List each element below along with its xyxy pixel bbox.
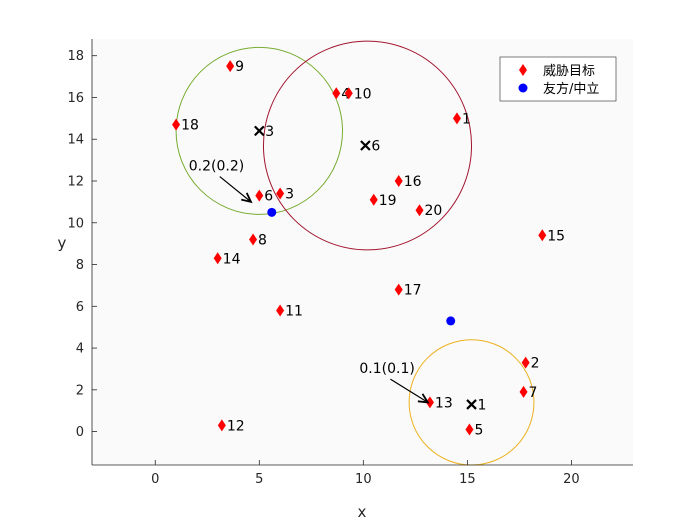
plot-area [92,39,633,465]
threat-target-label-9: 9 [235,59,244,75]
x-tick-label-0: 0 [151,472,159,487]
x-tick-label-15: 15 [459,472,476,487]
x-axis-label: x [358,503,367,521]
x-tick-label-10: 10 [355,472,372,487]
annotation-text-0: 0.2(0.2) [189,159,244,175]
friendly-point-0 [267,207,277,217]
y-tick-label-2: 2 [76,383,84,398]
annotation-arrow-head-0 [241,192,253,204]
threat-target-label-3: 3 [285,187,294,203]
threat-target-label-11: 11 [285,303,303,319]
threat-target-16 [394,175,403,187]
x-tick-label-20: 20 [563,472,580,487]
threat-target-18 [172,118,181,131]
threat-target-5 [465,423,474,436]
threat-target-label-16: 16 [404,174,422,190]
annotation-arrow-head-1 [417,393,430,404]
center-marker-3 [254,125,265,137]
threat-target-label-14: 14 [223,251,241,267]
y-tick-label-8: 8 [76,258,84,273]
y-tick-label-0: 0 [76,425,84,440]
threat-target-15 [538,229,547,242]
y-tick-label-12: 12 [67,175,84,190]
coverage-circle-1 [262,40,473,251]
threat-target-9 [226,60,235,73]
annotations: 0.2(0.2) 0.1(0.1) [189,159,430,404]
threat-target-4 [332,87,341,100]
threat-target-8 [249,233,258,246]
y-tick-label-16: 16 [67,91,84,106]
legend-label-threat: 威胁目标 [543,64,595,79]
threat-target-label-17: 17 [404,283,422,299]
annotation-text-1: 0.1(0.1) [359,361,414,377]
threat-target-1 [452,112,461,125]
annotation-arrow-line-0 [219,176,252,203]
y-tick-label-10: 10 [67,216,84,231]
y-tick-label-6: 6 [76,300,84,315]
threat-target-6 [255,189,264,202]
threat-target-3 [276,187,285,200]
center-marker-6 [360,140,371,151]
threat-target-label-2: 2 [531,356,540,372]
y-tick-label-14: 14 [67,133,84,148]
center-label-1: 1 [478,397,487,413]
legend: 威胁目标 友方/中立 [499,56,617,102]
threat-target-2 [521,356,530,369]
threat-target-label-13: 13 [435,395,453,411]
threat-target-11 [276,304,285,317]
y-tick-label-4: 4 [76,342,84,357]
threat-target-label-20: 20 [425,203,443,219]
threat-target-14 [213,252,222,265]
coverage-circles [175,40,535,466]
center-label-3: 3 [265,124,274,140]
threat-target-17 [394,283,403,296]
annotation-arrow-line-1 [390,378,429,403]
threat-target-20 [415,204,424,217]
threat-target-label-19: 19 [379,193,397,209]
legend-box [499,56,617,102]
threat-target-label-18: 18 [181,118,199,134]
threat-target-label-5: 5 [474,423,483,439]
threat-target-12 [217,419,226,432]
x-tick-label-5: 5 [255,472,263,487]
threat-target-10 [344,87,353,100]
threat-target-19 [369,193,378,206]
threat-target-label-7: 7 [529,385,538,401]
center-label-6: 6 [371,139,380,155]
threat-target-label-1: 1 [462,111,471,127]
y-axis-label: y [58,234,67,252]
data-points: 1234567891011121314151617181920136 [172,59,565,439]
friendly-point-1 [446,316,456,326]
threat-target-7 [519,385,528,398]
center-marker-1 [466,399,477,410]
legend-circle-marker [518,83,528,93]
threat-target-label-15: 15 [547,228,565,244]
legend-diamond-marker [519,64,527,76]
legend-label-friendly: 友方/中立 [543,81,599,97]
threat-target-label-10: 10 [354,86,372,102]
threat-target-label-8: 8 [258,232,267,248]
threat-target-label-12: 12 [227,418,245,434]
threat-target-label-6: 6 [264,189,273,205]
coverage-circle-0 [175,46,344,215]
threat-target-13 [425,396,434,409]
y-tick-label-18: 18 [67,49,84,64]
